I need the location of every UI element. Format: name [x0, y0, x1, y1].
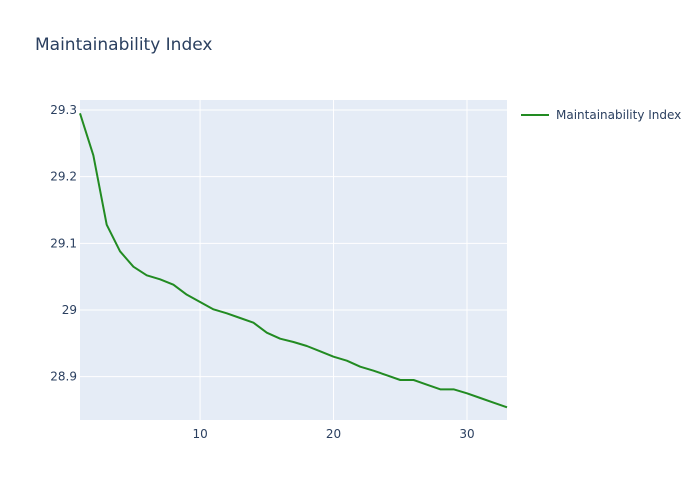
chart-title: Maintainability Index [35, 35, 212, 55]
series-line [79, 113, 508, 409]
x-axis: 10 20 30 [192, 427, 474, 441]
series-group [79, 113, 508, 409]
y-tick-label: 29.3 [50, 103, 77, 117]
y-tick-label: 29.2 [50, 170, 77, 184]
x-tick-label: 10 [192, 427, 207, 441]
x-tick-label: 20 [326, 427, 341, 441]
x-tick-label: 30 [459, 427, 474, 441]
grid [80, 100, 507, 420]
y-axis: 28.9 29 29.1 29.2 29.3 [50, 103, 77, 384]
y-tick-label: 29 [62, 303, 77, 317]
legend[interactable]: Maintainability Index [521, 108, 681, 122]
y-tick-label: 29.1 [50, 236, 77, 250]
legend-item-label[interactable]: Maintainability Index [556, 108, 681, 122]
y-tick-label: 28.9 [50, 370, 77, 384]
plot-area [80, 100, 507, 420]
